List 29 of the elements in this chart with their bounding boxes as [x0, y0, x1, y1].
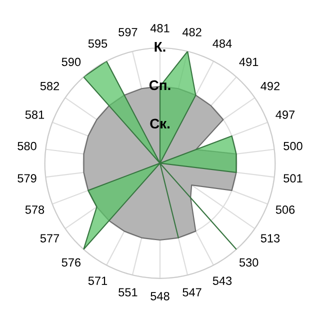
spoke-label: 530	[239, 258, 258, 267]
spoke-label: 497	[276, 110, 294, 119]
spoke-label: 513	[260, 234, 280, 242]
spoke-label: 491	[239, 58, 258, 66]
spoke-label: 500	[284, 142, 302, 150]
spoke-label: 578	[25, 206, 44, 214]
spoke-label: 506	[276, 206, 295, 214]
spoke-label: 551	[118, 288, 138, 296]
spoke-label: 548	[150, 292, 170, 300]
spoke-label: 501	[284, 174, 302, 183]
y-tick-label: Сп.	[149, 80, 170, 90]
spoke-label: 481	[150, 24, 170, 32]
spoke-label: 576	[62, 258, 81, 267]
spoke-label: 484	[212, 39, 232, 48]
spoke-label: 582	[40, 82, 60, 90]
spoke-label: 543	[212, 276, 232, 285]
spoke-label: 577	[40, 234, 60, 242]
spoke-label: 482	[182, 28, 202, 36]
spoke-label: 597	[118, 28, 138, 36]
spoke-label: 581	[25, 110, 44, 119]
y-tick-label: К.	[154, 42, 166, 52]
spoke-label: 492	[260, 82, 280, 90]
spoke-label: 590	[62, 58, 81, 66]
spoke-label: 547	[182, 288, 202, 296]
spoke-label: 579	[18, 174, 36, 183]
y-tick-label: Ск.	[150, 118, 170, 129]
spoke-label: 580	[18, 142, 36, 150]
spoke-label: 595	[88, 39, 108, 48]
spoke-label: 571	[88, 276, 108, 285]
